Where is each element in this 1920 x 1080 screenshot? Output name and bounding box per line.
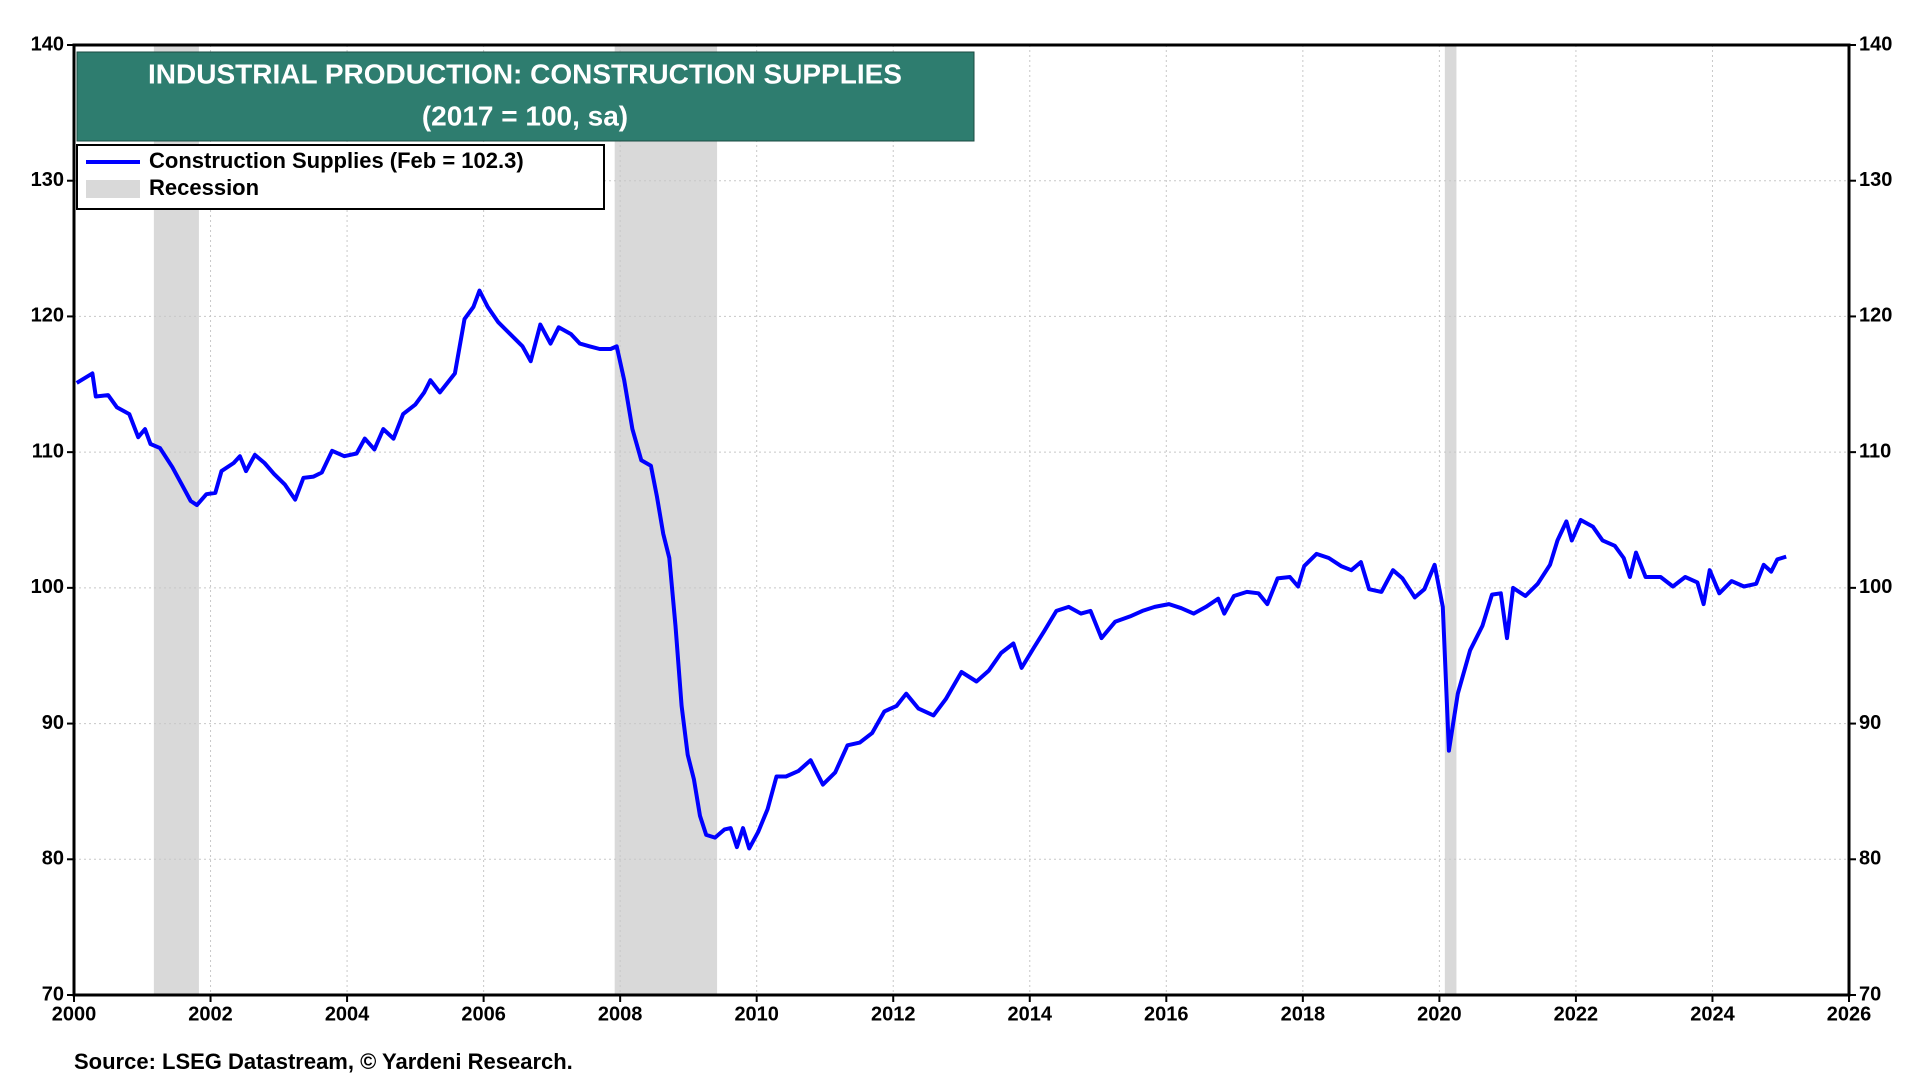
legend-label: Construction Supplies (Feb = 102.3) bbox=[149, 148, 524, 173]
x-tick-label: 2026 bbox=[1827, 1003, 1872, 1025]
y-tick-label: 110 bbox=[32, 440, 64, 462]
x-tick-label: 2006 bbox=[461, 1003, 506, 1025]
x-tick-label: 2000 bbox=[52, 1003, 97, 1025]
x-tick-label: 2018 bbox=[1281, 1003, 1326, 1025]
chart-title: INDUSTRIAL PRODUCTION: CONSTRUCTION SUPP… bbox=[148, 58, 902, 89]
legend-swatch bbox=[86, 180, 140, 198]
chart-subtitle: (2017 = 100, sa) bbox=[422, 100, 628, 131]
y2-tick-label: 70 bbox=[1859, 983, 1881, 1005]
plot-area bbox=[74, 45, 1849, 995]
y2-tick-label: 120 bbox=[1859, 305, 1892, 327]
source-note: Source: LSEG Datastream, © Yardeni Resea… bbox=[74, 1049, 573, 1074]
x-tick-label: 2008 bbox=[598, 1003, 643, 1025]
title-box bbox=[76, 51, 975, 142]
x-tick-label: 2024 bbox=[1690, 1003, 1735, 1025]
legend-label: Recession bbox=[149, 175, 259, 200]
x-tick-label: 2010 bbox=[734, 1003, 779, 1025]
y2-tick-label: 90 bbox=[1859, 712, 1881, 734]
y-tick-label: 130 bbox=[31, 169, 64, 191]
y2-tick-label: 100 bbox=[1859, 576, 1892, 598]
y2-tick-label: 80 bbox=[1859, 848, 1881, 870]
y-tick-label: 120 bbox=[31, 305, 64, 327]
y2-tick-label: 140 bbox=[1859, 33, 1892, 55]
x-tick-label: 2014 bbox=[1008, 1003, 1053, 1025]
x-tick-label: 2012 bbox=[871, 1003, 916, 1025]
x-tick-label: 2002 bbox=[188, 1003, 233, 1025]
x-tick-label: 2004 bbox=[325, 1003, 370, 1025]
y-tick-label: 140 bbox=[31, 33, 64, 55]
x-tick-label: 2022 bbox=[1554, 1003, 1599, 1025]
y-tick-label: 90 bbox=[42, 712, 64, 734]
recession-band bbox=[614, 45, 718, 995]
x-tick-label: 2016 bbox=[1144, 1003, 1189, 1025]
y-tick-label: 70 bbox=[42, 983, 64, 1005]
recession-band bbox=[1444, 45, 1457, 995]
y2-tick-label: 130 bbox=[1859, 169, 1892, 191]
y-tick-label: 80 bbox=[42, 848, 64, 870]
y-tick-label: 100 bbox=[31, 576, 64, 598]
legend-box bbox=[76, 144, 605, 210]
data-line bbox=[75, 288, 1787, 851]
y2-tick-label: 110 bbox=[1859, 440, 1891, 462]
plot-frame bbox=[72, 43, 1851, 997]
x-tick-label: 2020 bbox=[1417, 1003, 1462, 1025]
